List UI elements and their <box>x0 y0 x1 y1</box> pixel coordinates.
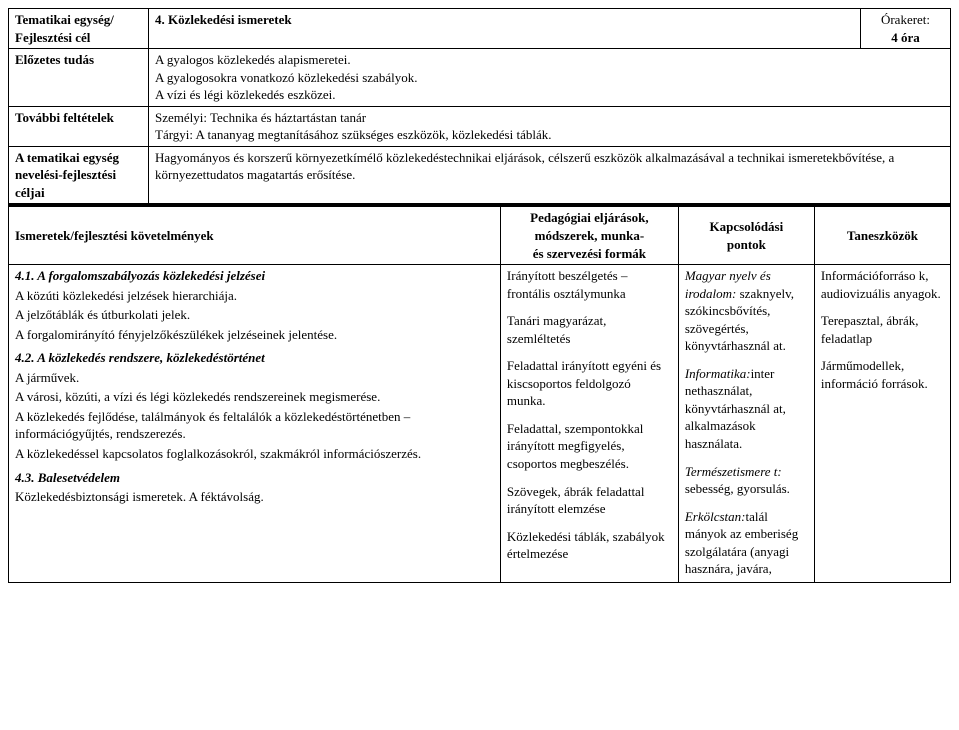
text: A vízi és légi közlekedés eszközei. <box>155 87 336 102</box>
text: nevelési-fejlesztési <box>15 167 116 182</box>
text: Órakeret: <box>881 12 930 27</box>
cell-tools: Információforráso k, audiovizuális anyag… <box>814 265 950 583</box>
col-header-tools: Taneszközök <box>814 206 950 265</box>
text: Járműmodellek, információ források. <box>821 357 944 392</box>
cell-requirements: 4.1. A forgalomszabályozás közlekedési j… <box>9 265 501 583</box>
text: Erkölcstan: <box>685 509 746 524</box>
text: 4. Közlekedési ismeretek <box>155 12 292 27</box>
text: Előzetes tudás <box>15 52 94 67</box>
text: A jelzőtáblák és útburkolati jelek. <box>15 306 494 324</box>
body-table: Ismeretek/fejlesztési követelmények Peda… <box>8 204 951 582</box>
text: módszerek, munka- <box>535 228 645 243</box>
text: A gyalogos közlekedés alapismeretei. <box>155 52 351 67</box>
text: Taneszközök <box>847 228 918 243</box>
text: 4 óra <box>891 30 920 45</box>
cell-conditions-content: Személyi: Technika és háztartástan tanár… <box>149 106 951 146</box>
cell-conditions-label: További feltételek <box>9 106 149 146</box>
cell-links: Magyar nyelv és irodalom: szaknyelv, szó… <box>678 265 814 583</box>
text: A gyalogosokra vonatkozó közlekedési sza… <box>155 70 417 85</box>
text: A járművek. <box>15 369 494 387</box>
text: Információforráso k, audiovizuális anyag… <box>821 267 944 302</box>
text: A tematikai egység <box>15 150 119 165</box>
text: Pedagógiai eljárások, <box>530 210 648 225</box>
text: Tárgyi: A tananyag megtanításához szüksé… <box>155 127 552 142</box>
heading: 4.1. A forgalomszabályozás közlekedési j… <box>15 268 265 283</box>
text: A közlekedéssel kapcsolatos foglalkozáso… <box>15 445 494 463</box>
text: Természetismere t: <box>685 464 782 479</box>
cell-prior-label: Előzetes tudás <box>9 49 149 107</box>
text: Feladattal, szempontokkal irányított meg… <box>507 420 672 473</box>
cell-hours: Órakeret: 4 óra <box>861 9 951 49</box>
text: A közúti közlekedési jelzések hierarchiá… <box>15 287 494 305</box>
text: Szövegek, ábrák feladattal irányított el… <box>507 483 672 518</box>
cell-methods: Irányított beszélgetés – frontális osztá… <box>500 265 678 583</box>
text: Kapcsolódási <box>710 219 784 234</box>
text: Irányított beszélgetés – frontális osztá… <box>507 267 672 302</box>
cell-goals-label: A tematikai egység nevelési-fejlesztési … <box>9 146 149 204</box>
text: A közlekedés fejlődése, találmányok és f… <box>15 408 494 443</box>
col-header-methods: Pedagógiai eljárások, módszerek, munka- … <box>500 206 678 265</box>
cell-unit-label: Tematikai egység/ Fejlesztési cél <box>9 9 149 49</box>
col-header-links: Kapcsolódási pontok <box>678 206 814 265</box>
text: Fejlesztési cél <box>15 30 90 45</box>
heading: 4.3. Balesetvédelem <box>15 470 120 485</box>
text: Informatika: <box>685 366 751 381</box>
text: Személyi: Technika és háztartástan tanár <box>155 110 366 125</box>
text: Hagyományos és korszerű környezetkímélő … <box>155 150 894 183</box>
text: Terepasztal, ábrák, feladatlap <box>821 312 944 347</box>
text: céljai <box>15 185 45 200</box>
text: A városi, közúti, a vízi és légi közleke… <box>15 388 494 406</box>
text: Feladattal irányított egyéni és kiscsopo… <box>507 357 672 410</box>
cell-unit-title: 4. Közlekedési ismeretek <box>149 9 861 49</box>
heading: 4.2. A közlekedés rendszere, közlekedést… <box>15 350 265 365</box>
cell-prior-content: A gyalogos közlekedés alapismeretei. A g… <box>149 49 951 107</box>
text: sebesség, gyorsulás. <box>685 481 790 496</box>
text: és szervezési formák <box>533 246 646 261</box>
text: Tematikai egység/ <box>15 12 114 27</box>
cell-goals-content: Hagyományos és korszerű környezetkímélő … <box>149 146 951 204</box>
text: Ismeretek/fejlesztési követelmények <box>15 228 214 243</box>
text: Közlekedésbiztonsági ismeretek. A féktáv… <box>15 488 494 506</box>
text: Közlekedési táblák, szabályok értelmezés… <box>507 528 672 563</box>
text: A forgalomirányító fényjelzőkészülékek j… <box>15 326 494 344</box>
col-header-requirements: Ismeretek/fejlesztési követelmények <box>9 206 501 265</box>
text: További feltételek <box>15 110 114 125</box>
header-table: Tematikai egység/ Fejlesztési cél 4. Köz… <box>8 8 951 204</box>
text: pontok <box>727 237 766 252</box>
text: Tanári magyarázat, szemléltetés <box>507 312 672 347</box>
